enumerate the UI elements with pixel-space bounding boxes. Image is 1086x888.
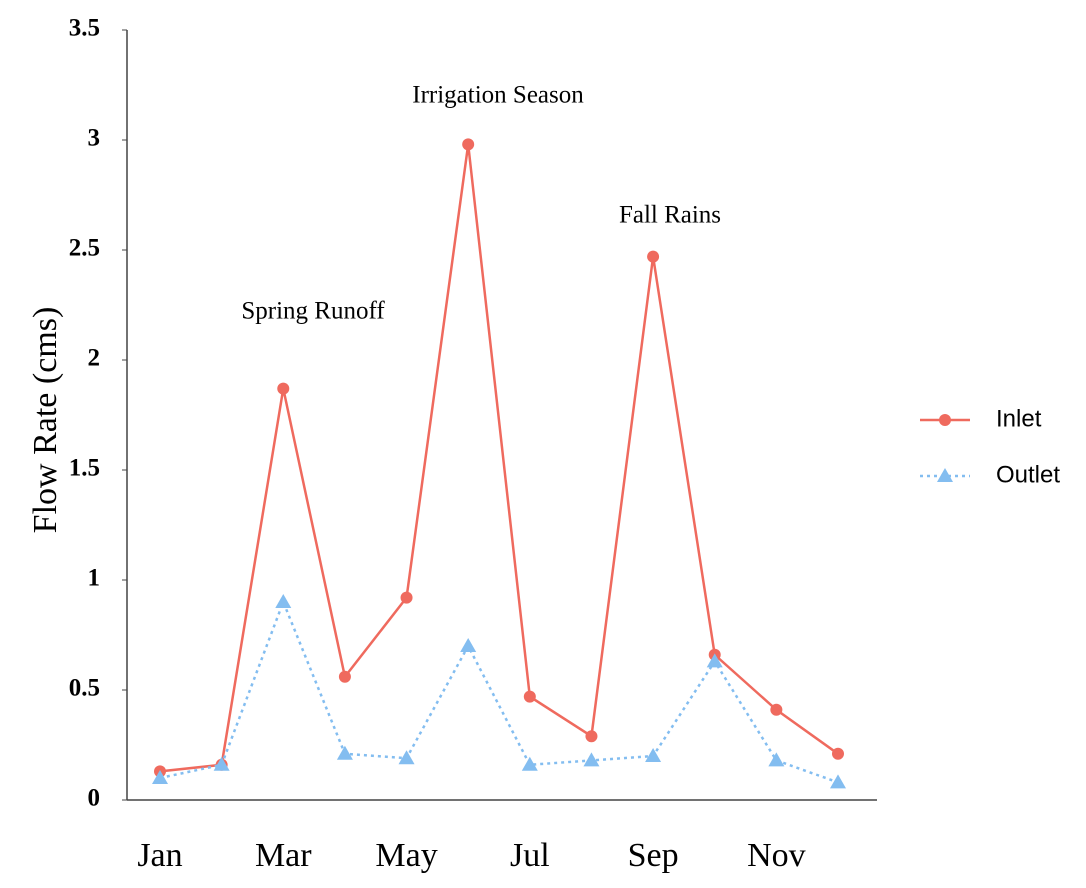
x-tick-label: May: [375, 837, 437, 874]
marker: [706, 653, 723, 668]
marker: [585, 730, 598, 743]
annotation: Spring Runoff: [241, 298, 385, 325]
marker: [338, 670, 351, 683]
y-tick-label: 3: [88, 125, 101, 152]
marker: [647, 250, 660, 263]
marker: [400, 591, 413, 604]
x-tick-label: Jul: [510, 837, 550, 874]
annotation: Fall Rains: [619, 202, 721, 229]
y-axis-label: Flow Rate (cms): [27, 307, 64, 534]
marker: [523, 690, 536, 703]
marker: [768, 752, 785, 767]
marker: [830, 774, 846, 789]
marker: [336, 745, 353, 760]
y-tick-label: 1.5: [69, 455, 100, 482]
legend-label: Inlet: [996, 405, 1042, 432]
series-line: [159, 598, 839, 784]
marker: [939, 414, 951, 426]
y-tick-label: 2: [88, 345, 101, 372]
y-tick-label: 0: [88, 785, 101, 812]
marker: [152, 770, 168, 784]
marker: [460, 638, 477, 652]
series-line: [159, 144, 839, 773]
marker: [937, 468, 953, 482]
x-tick-label: Mar: [255, 837, 312, 874]
legend-label: Outlet: [996, 461, 1060, 488]
x-tick-label: Sep: [628, 837, 679, 874]
y-tick-label: 1: [88, 565, 101, 592]
marker: [277, 382, 290, 395]
marker: [275, 594, 292, 608]
x-tick-label: Jan: [137, 837, 182, 874]
marker: [645, 748, 662, 762]
marker: [770, 703, 783, 716]
y-tick-label: 2.5: [69, 235, 100, 262]
marker: [832, 747, 844, 760]
annotation: Irrigation Season: [412, 82, 584, 109]
marker: [213, 756, 230, 771]
x-tick-label: Nov: [747, 837, 806, 874]
marker: [521, 756, 538, 771]
marker: [398, 750, 415, 765]
marker: [462, 138, 475, 151]
y-tick-label: 3.5: [69, 15, 100, 42]
marker: [583, 752, 600, 767]
y-tick-label: 0.5: [69, 675, 100, 702]
